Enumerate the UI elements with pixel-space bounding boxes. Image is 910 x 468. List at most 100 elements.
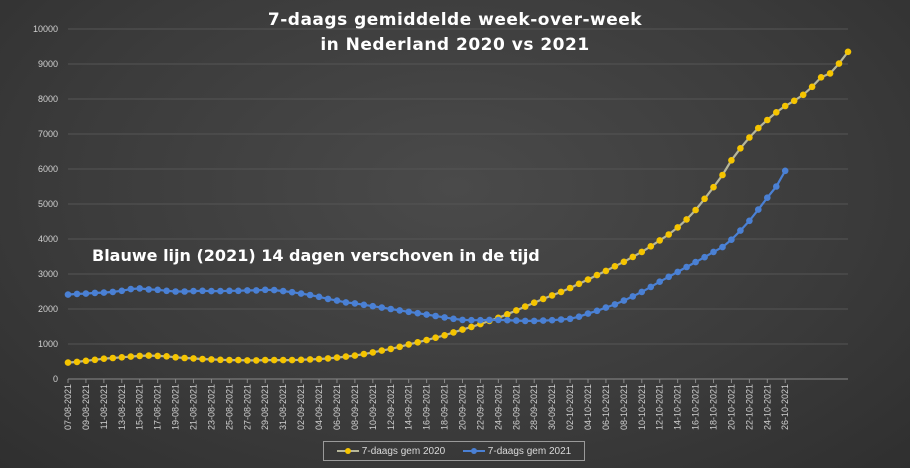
data-point	[530, 317, 538, 325]
data-point	[252, 357, 260, 364]
x-tick-label: 10-09-2021	[368, 384, 378, 430]
x-tick-label: 14-10-2021	[673, 384, 683, 430]
data-point	[764, 116, 771, 124]
y-tick-label: 10000	[33, 24, 58, 34]
x-tick-label: 14-09-2021	[404, 384, 414, 430]
data-point	[674, 268, 681, 276]
data-point	[575, 280, 583, 288]
data-point	[773, 183, 780, 190]
data-point	[261, 356, 269, 364]
data-point	[566, 315, 574, 323]
data-point	[351, 352, 359, 359]
data-point	[504, 316, 511, 324]
data-point	[163, 287, 170, 295]
data-point	[755, 124, 762, 132]
x-tick-label: 22-10-2021	[744, 384, 754, 430]
data-point	[835, 60, 843, 67]
data-point	[737, 145, 744, 152]
data-point	[781, 167, 789, 175]
data-point	[91, 356, 99, 364]
data-point	[683, 263, 690, 271]
data-point	[521, 303, 529, 310]
data-point	[244, 357, 251, 364]
data-point	[781, 102, 789, 110]
x-tick-label: 15-08-2021	[135, 384, 145, 430]
chart-title-line-1: 7-daags gemiddelde week-over-week	[267, 10, 643, 30]
x-tick-label: 21-08-2021	[189, 384, 199, 430]
x-tick-label: 11-08-2021	[99, 384, 109, 429]
data-point	[181, 354, 188, 362]
x-tick-label: 24-09-2021	[493, 384, 503, 430]
y-tick-label: 9000	[38, 59, 58, 69]
data-point	[73, 358, 81, 366]
data-point	[638, 288, 646, 296]
y-axis-ticks: 0 1000 2000 3000 4000 5000 6000 7000 8000 9000 100…	[33, 24, 58, 384]
data-point	[521, 317, 529, 325]
y-tick-label: 1000	[38, 339, 58, 349]
data-point	[629, 293, 637, 300]
chart-title-line-2: in Nederland 2020 vs 2021	[320, 35, 590, 55]
data-point	[513, 307, 520, 314]
y-tick-label: 6000	[38, 164, 58, 174]
data-point	[82, 357, 90, 365]
data-point	[826, 70, 834, 77]
data-point	[530, 299, 538, 307]
x-tick-label: 02-10-2021	[565, 384, 575, 430]
legend: 7-daags gem 2020 7-daags gem 2021	[323, 441, 585, 461]
series-1	[64, 167, 789, 325]
x-tick-label: 30-09-2021	[547, 384, 557, 430]
data-point	[593, 307, 601, 315]
data-point	[557, 288, 565, 296]
data-point	[306, 291, 314, 299]
data-point	[288, 288, 296, 296]
x-tick-label: 17-08-2021	[153, 384, 163, 430]
data-point	[629, 253, 637, 261]
data-point	[719, 243, 726, 251]
x-tick-label: 31-08-2021	[278, 384, 288, 430]
data-point	[656, 278, 663, 286]
line-chart: 0 1000 2000 3000 4000 5000 6000 7000 8000 9000 100…	[33, 24, 852, 430]
gridlines	[68, 28, 848, 380]
data-point	[593, 271, 601, 279]
data-point	[199, 287, 206, 295]
x-tick-label: 25-08-2021	[224, 384, 234, 430]
x-tick-label: 12-10-2021	[655, 384, 665, 430]
x-tick-label: 02-09-2021	[296, 384, 306, 430]
data-point	[405, 341, 413, 348]
data-point	[270, 356, 278, 364]
data-point	[423, 311, 430, 318]
x-tick-label: 12-09-2021	[386, 384, 396, 430]
data-point	[539, 317, 547, 324]
y-tick-label: 3000	[38, 269, 58, 279]
data-point	[611, 301, 619, 308]
data-point	[638, 248, 646, 256]
data-point	[315, 355, 323, 363]
data-point	[235, 356, 242, 364]
data-point	[665, 273, 672, 281]
data-point	[602, 267, 610, 275]
data-point	[244, 287, 251, 294]
x-tick-label: 28-09-2021	[529, 384, 539, 430]
data-point	[387, 305, 395, 313]
data-point	[145, 286, 152, 293]
data-point	[279, 287, 287, 295]
data-point	[342, 299, 350, 306]
data-point	[181, 288, 188, 295]
series-line	[67, 51, 849, 364]
x-tick-label: 16-09-2021	[422, 384, 432, 430]
data-point	[324, 355, 332, 362]
data-point	[764, 194, 771, 201]
data-point	[414, 309, 422, 317]
data-point	[414, 339, 422, 346]
data-point	[423, 336, 430, 344]
x-tick-label: 06-10-2021	[601, 384, 611, 430]
data-point	[333, 354, 341, 361]
data-point	[387, 345, 395, 353]
x-tick-label: 16-10-2021	[691, 384, 701, 430]
x-tick-label: 06-09-2021	[332, 384, 342, 430]
y-tick-label: 8000	[38, 94, 58, 104]
series-layer	[64, 48, 852, 366]
data-point	[378, 304, 386, 311]
legend-item-2021: 7-daags gem 2021	[462, 446, 571, 457]
data-point	[118, 354, 126, 361]
